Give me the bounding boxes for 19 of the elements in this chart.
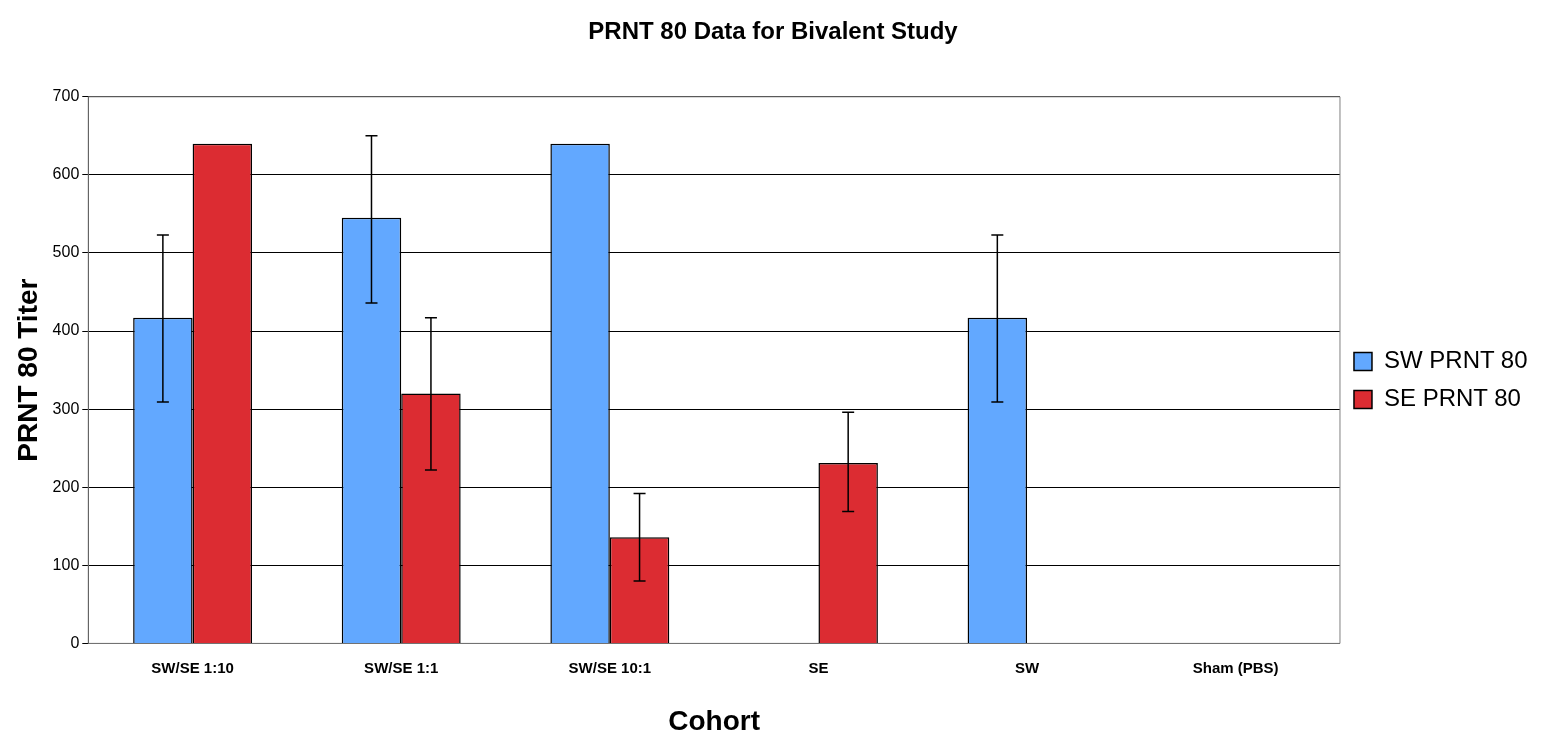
y-axis-title: PRNT 80 Titer (11, 278, 43, 462)
y-tick-label: 100 (52, 555, 80, 573)
y-tick-label: 500 (52, 243, 80, 261)
x-axis-title: Cohort (668, 704, 761, 736)
y-tick-label: 300 (52, 399, 80, 417)
y-tick-label: 400 (52, 321, 80, 339)
legend-label: SE PRNT 80 (1383, 384, 1521, 412)
y-tick-label: 600 (52, 165, 80, 183)
x-tick-label: SW (1014, 658, 1040, 676)
chart-title: PRNT 80 Data for Bivalent Study (588, 17, 959, 45)
x-tick-label: SE (808, 658, 829, 676)
x-tick-label: SW/SE 1:10 (151, 658, 234, 676)
legend-label: SW PRNT 80 (1383, 346, 1528, 374)
x-tick-label: SW/SE 10:1 (568, 658, 652, 676)
x-tick-label: SW/SE 1:1 (364, 658, 439, 676)
y-tick-label: 200 (52, 477, 80, 495)
x-tick-label: Sham (PBS) (1192, 658, 1279, 676)
y-tick-label: 700 (52, 87, 80, 105)
y-tick-label: 0 (70, 633, 80, 651)
